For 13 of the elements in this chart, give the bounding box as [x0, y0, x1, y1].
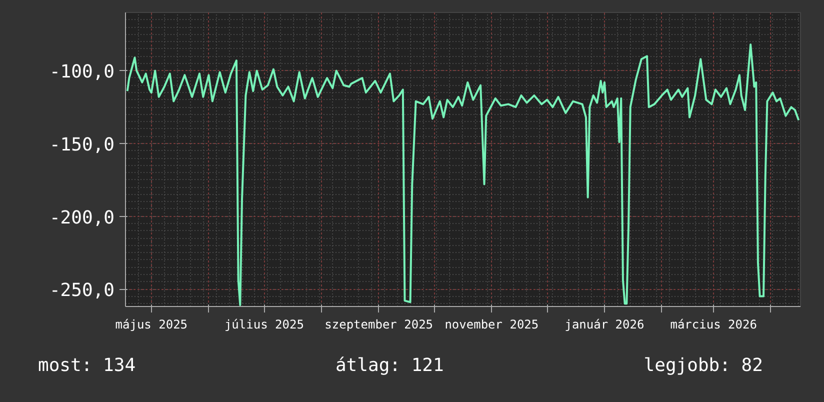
- y-tick-label: -250,0: [49, 280, 115, 302]
- y-tick-label: -200,0: [49, 207, 115, 228]
- x-tick-label: november 2025: [444, 318, 539, 332]
- text: átlag: 121: [335, 354, 444, 378]
- x-tick-label: március 2026: [670, 318, 757, 332]
- x-tick-label: július 2025: [224, 318, 304, 332]
- y-tick-label: -100,0: [49, 62, 115, 83]
- x-tick-label: január 2026: [564, 318, 644, 332]
- x-tick-label: május 2025: [115, 318, 188, 332]
- x-tick-label: szeptember 2025: [324, 318, 434, 332]
- text: most: 134: [38, 354, 136, 378]
- y-tick-label: -150,0: [49, 134, 115, 156]
- text: legjobb: 82: [644, 354, 763, 378]
